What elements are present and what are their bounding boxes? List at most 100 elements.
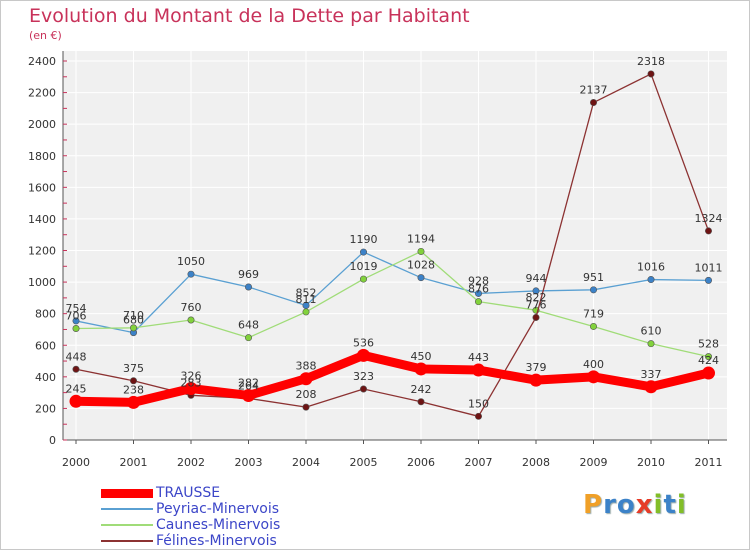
data-point-peyriac-minervois [532,287,540,295]
y-tick-label: 1400 [28,213,56,226]
data-point-f-lines-minervois [417,398,425,406]
data-point-trausse [414,362,428,376]
legend-label: Peyriac-Minervois [156,501,280,517]
x-tick-label: 2007 [465,456,493,469]
y-tick-label: 1800 [28,150,56,163]
y-tick-label: 200 [35,402,56,415]
logo-letter: P [583,490,604,520]
data-label-caunes-minervois: 760 [181,301,202,314]
data-label-peyriac-minervois: 1050 [177,255,205,268]
y-tick-label: 0 [49,434,56,447]
data-point-caunes-minervois [474,298,482,306]
data-label-f-lines-minervois: 208 [296,388,317,401]
data-label-trausse: 245 [66,382,87,395]
data-point-caunes-minervois [359,275,367,283]
data-label-peyriac-minervois: 1028 [407,259,435,272]
data-label-trausse: 388 [296,360,317,373]
logo-letter: t [663,490,677,520]
data-point-peyriac-minervois [245,283,253,291]
x-tick-label: 2009 [580,456,608,469]
data-label-caunes-minervois: 719 [583,307,604,320]
data-label-caunes-minervois: 876 [468,283,489,296]
data-label-peyriac-minervois: 1190 [350,233,378,246]
legend-item-caunes-minervois: Caunes-Minervois [101,517,280,533]
y-tick-label: 2400 [28,55,56,68]
data-point-f-lines-minervois [704,227,712,235]
x-tick-label: 2001 [120,456,148,469]
data-label-f-lines-minervois: 2137 [580,84,608,97]
data-label-caunes-minervois: 610 [641,325,662,338]
data-point-trausse [184,382,198,396]
data-label-trausse: 424 [698,354,719,367]
logo-letter: o [616,490,636,520]
data-label-caunes-minervois: 822 [526,291,547,304]
data-label-f-lines-minervois: 776 [526,298,547,311]
data-label-f-lines-minervois: 448 [66,350,87,363]
data-label-peyriac-minervois: 951 [583,271,604,284]
y-tick-label: 600 [35,339,56,352]
data-label-trausse: 536 [353,336,374,349]
data-point-peyriac-minervois [417,274,425,282]
data-label-trausse: 238 [123,383,144,396]
data-label-caunes-minervois: 528 [698,338,719,351]
data-point-caunes-minervois [187,316,195,324]
data-label-peyriac-minervois: 852 [296,286,317,299]
legend-swatch [101,540,153,542]
y-tick-label: 400 [35,371,56,384]
data-label-f-lines-minervois: 283 [181,376,202,389]
data-label-peyriac-minervois: 928 [468,274,489,287]
proxiti-logo: Proxiti [583,490,687,520]
x-tick-label: 2008 [522,456,550,469]
chart-title: Evolution du Montant de la Dette par Hab… [29,5,470,27]
data-point-caunes-minervois [417,247,425,255]
data-point-caunes-minervois [302,308,310,316]
data-label-caunes-minervois: 710 [123,309,144,322]
data-label-peyriac-minervois: 680 [123,314,144,327]
data-label-trausse: 337 [641,368,662,381]
data-label-caunes-minervois: 706 [66,310,87,323]
data-label-peyriac-minervois: 754 [66,302,87,315]
x-tick-label: 2000 [62,456,90,469]
data-label-trausse: 400 [583,358,604,371]
x-tick-label: 2006 [407,456,435,469]
logo-letter: x [635,490,654,520]
y-tick-label: 2200 [28,87,56,100]
y-tick-label: 1600 [28,181,56,194]
data-point-caunes-minervois [647,340,655,348]
y-tick-label: 2000 [28,118,56,131]
chart-legend: TRAUSSE Peyriac-Minervois Caunes-Minervois… [101,485,280,549]
legend-swatch [101,488,153,498]
data-point-trausse [127,395,140,409]
y-axis-unit-label: (en €) [29,29,62,42]
data-point-trausse [299,372,313,386]
series-line-trausse [71,350,713,407]
data-label-f-lines-minervois: 2318 [637,55,665,68]
data-point-caunes-minervois [72,325,80,333]
data-point-caunes-minervois [589,322,597,330]
data-label-peyriac-minervois: 1016 [637,261,665,274]
data-label-peyriac-minervois: 1011 [695,261,723,274]
data-point-peyriac-minervois [647,276,655,284]
y-tick-label: 1000 [28,276,56,289]
legend-item-f-lines-minervois: Félines-Minervois [101,533,280,549]
x-tick-label: 2004 [292,456,320,469]
legend-swatch [101,524,153,526]
x-tick-label: 2005 [350,456,378,469]
y-tick-label: 1200 [28,245,56,258]
data-point-peyriac-minervois [589,286,597,294]
data-point-peyriac-minervois [187,270,195,278]
data-point-caunes-minervois [704,353,712,361]
data-label-peyriac-minervois: 969 [238,268,259,281]
data-point-trausse [357,348,370,362]
data-label-trausse: 282 [238,376,259,389]
data-label-trausse: 379 [526,361,547,374]
legend-label: Caunes-Minervois [156,517,281,533]
x-tick-label: 2011 [695,456,723,469]
data-label-caunes-minervois: 1194 [407,232,435,245]
data-point-f-lines-minervois [359,385,367,393]
series-line-caunes-minervois [75,250,710,358]
legend-item-trausse: TRAUSSE [101,485,280,501]
data-label-f-lines-minervois: 242 [411,383,432,396]
data-point-peyriac-minervois [474,289,482,297]
